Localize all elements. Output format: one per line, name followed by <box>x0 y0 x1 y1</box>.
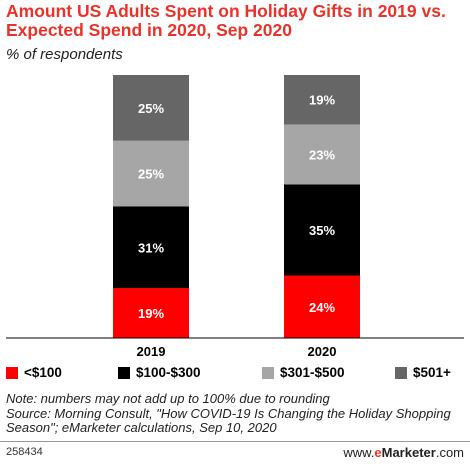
chart-id: 258434 <box>6 446 43 458</box>
bar-segment-2020-0 <box>284 275 360 338</box>
bar-segment-2020-1 <box>284 184 360 276</box>
footer: 258434 www.eMarketer.com <box>0 441 470 464</box>
source-line-1: Source: Morning Consult, "How COVID-19 I… <box>6 405 451 421</box>
data-label-2020-1: 35% <box>309 223 335 238</box>
chart-legend: <$100 $100-$300 $301-$500 $501+ <box>0 365 470 385</box>
bar-segment-2019-0 <box>113 288 189 338</box>
bar-segment-2019-3 <box>113 75 189 141</box>
chart-subtitle: % of respondents <box>6 46 123 63</box>
source-line-2: Season"; eMarketer calculations, Sep 10,… <box>6 420 277 435</box>
legend-label-under-100: <$100 <box>24 365 62 380</box>
brand-suffix: .com <box>435 445 464 460</box>
bar-segment-2019-2 <box>113 140 189 207</box>
legend-swatch-501-plus <box>395 366 407 379</box>
bar-segment-2020-3 <box>284 75 360 125</box>
note-line: Note: numbers may not add up to 100% due… <box>6 391 330 406</box>
legend-swatch-100-300 <box>118 366 130 379</box>
data-label-2019-1: 31% <box>138 240 164 255</box>
brand-logo: www.eMarketer.com <box>343 445 464 460</box>
data-label-2019-3: 25% <box>138 101 164 116</box>
data-label-2019-2: 25% <box>138 167 164 182</box>
category-label-2019: 2019 <box>137 344 166 359</box>
chart-title: Amount US Adults Spent on Holiday Gifts … <box>6 1 446 40</box>
data-label-2020-2: 23% <box>309 147 335 162</box>
bar-segment-2019-1 <box>113 206 189 289</box>
brand-name: Marketer <box>381 445 436 460</box>
data-label-2020-3: 19% <box>309 93 335 108</box>
brand-e: e <box>374 445 382 460</box>
legend-item-301-500: $301-$500 <box>262 365 345 380</box>
legend-swatch-301-500 <box>262 366 274 379</box>
legend-item-100-300: $100-$300 <box>118 365 201 380</box>
stacked-bar-chart: 19% 31% 25% 25% 2019 24% 35% 23% 19% 2020 <box>6 75 464 359</box>
chart-notes: Note: numbers may not add up to 100% due… <box>6 391 466 436</box>
legend-label-301-500: $301-$500 <box>280 365 345 380</box>
data-label-2020-0: 24% <box>309 300 335 315</box>
data-label-2019-0: 19% <box>138 306 164 321</box>
legend-item-501-plus: $501+ <box>395 365 451 380</box>
legend-item-under-100: <$100 <box>6 365 62 380</box>
bar-segment-2020-2 <box>284 124 360 185</box>
brand-prefix: www. <box>343 445 375 460</box>
legend-swatch-under-100 <box>6 366 18 379</box>
category-label-2020: 2020 <box>308 344 337 359</box>
legend-label-501-plus: $501+ <box>413 365 451 380</box>
legend-label-100-300: $100-$300 <box>136 365 201 380</box>
